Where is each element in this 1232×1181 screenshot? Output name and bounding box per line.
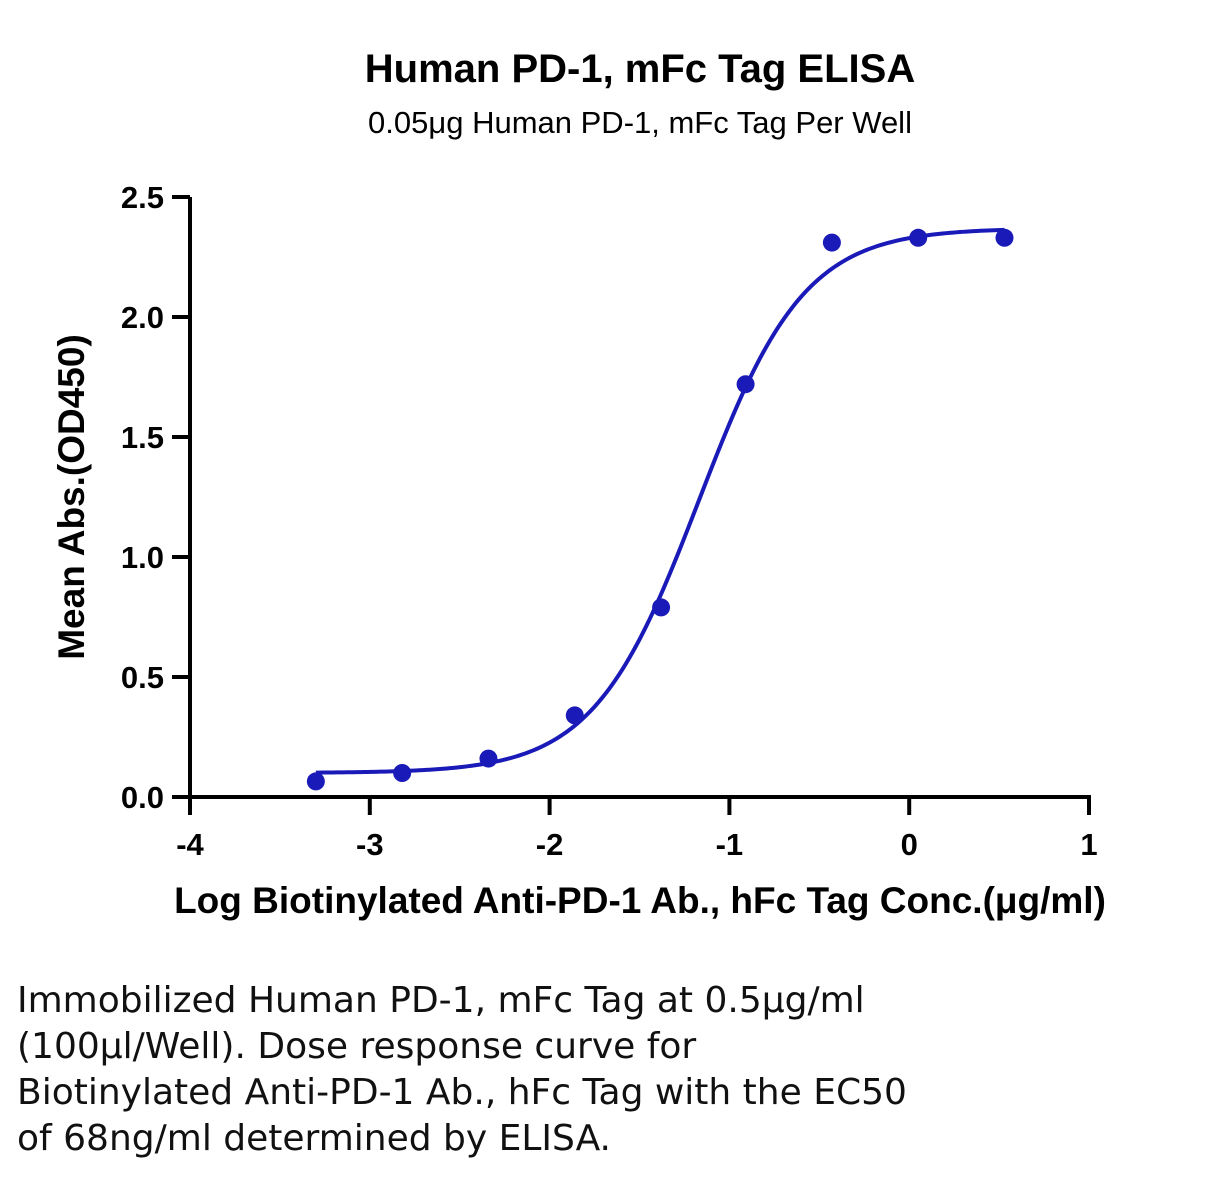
y-tick-label: 2.5: [121, 180, 164, 215]
data-point: [306, 772, 325, 791]
y-axis-label: Mean Abs.(OD450): [51, 334, 92, 660]
data-point: [565, 706, 584, 725]
data-point: [909, 228, 928, 247]
figure-caption: Immobilized Human PD-1, mFc Tag at 0.5μg…: [17, 978, 1117, 1162]
caption-line-2: (100μl/Well). Dose response curve for: [17, 1026, 697, 1067]
x-tick-label: -2: [536, 827, 564, 862]
plot-area: [306, 227, 1014, 791]
data-point: [995, 228, 1014, 247]
caption-line-3: Biotinylated Anti-PD-1 Ab., hFc Tag with…: [17, 1072, 907, 1113]
x-tick-label: -3: [356, 827, 384, 862]
y-tick-label: 1.0: [121, 540, 164, 575]
data-point: [393, 764, 412, 782]
caption-line-4: of 68ng/ml determined by ELISA.: [17, 1118, 611, 1159]
axes: 0.0 0.5 1.0 1.5 2.0 2.5 -4 -3 -2 -1 0 1: [121, 180, 1098, 862]
data-point: [652, 598, 671, 617]
x-tick-label: 0: [901, 827, 918, 862]
data-point: [479, 749, 498, 768]
caption-line-1: Immobilized Human PD-1, mFc Tag at 0.5μg…: [17, 980, 865, 1021]
x-axis-label: Log Biotinylated Anti-PD-1 Ab., hFc Tag …: [174, 880, 1106, 921]
x-tick-label: -4: [176, 827, 204, 862]
y-tick-label: 0.0: [121, 780, 164, 815]
chart-title: Human PD-1, mFc Tag ELISA: [365, 47, 915, 91]
fit-curve: [315, 227, 1005, 775]
x-tick-label: -1: [716, 827, 744, 862]
y-tick-label: 1.5: [121, 420, 164, 455]
y-tick-label: 0.5: [121, 660, 164, 695]
data-point: [736, 375, 755, 394]
chart-subtitle: 0.05μg Human PD-1, mFc Tag Per Well: [368, 105, 912, 140]
data-point: [822, 233, 841, 252]
x-tick-label: 1: [1080, 827, 1097, 862]
y-tick-label: 2.0: [121, 300, 164, 335]
elisa-chart: Human PD-1, mFc Tag ELISA 0.05μg Human P…: [51, 47, 1106, 921]
